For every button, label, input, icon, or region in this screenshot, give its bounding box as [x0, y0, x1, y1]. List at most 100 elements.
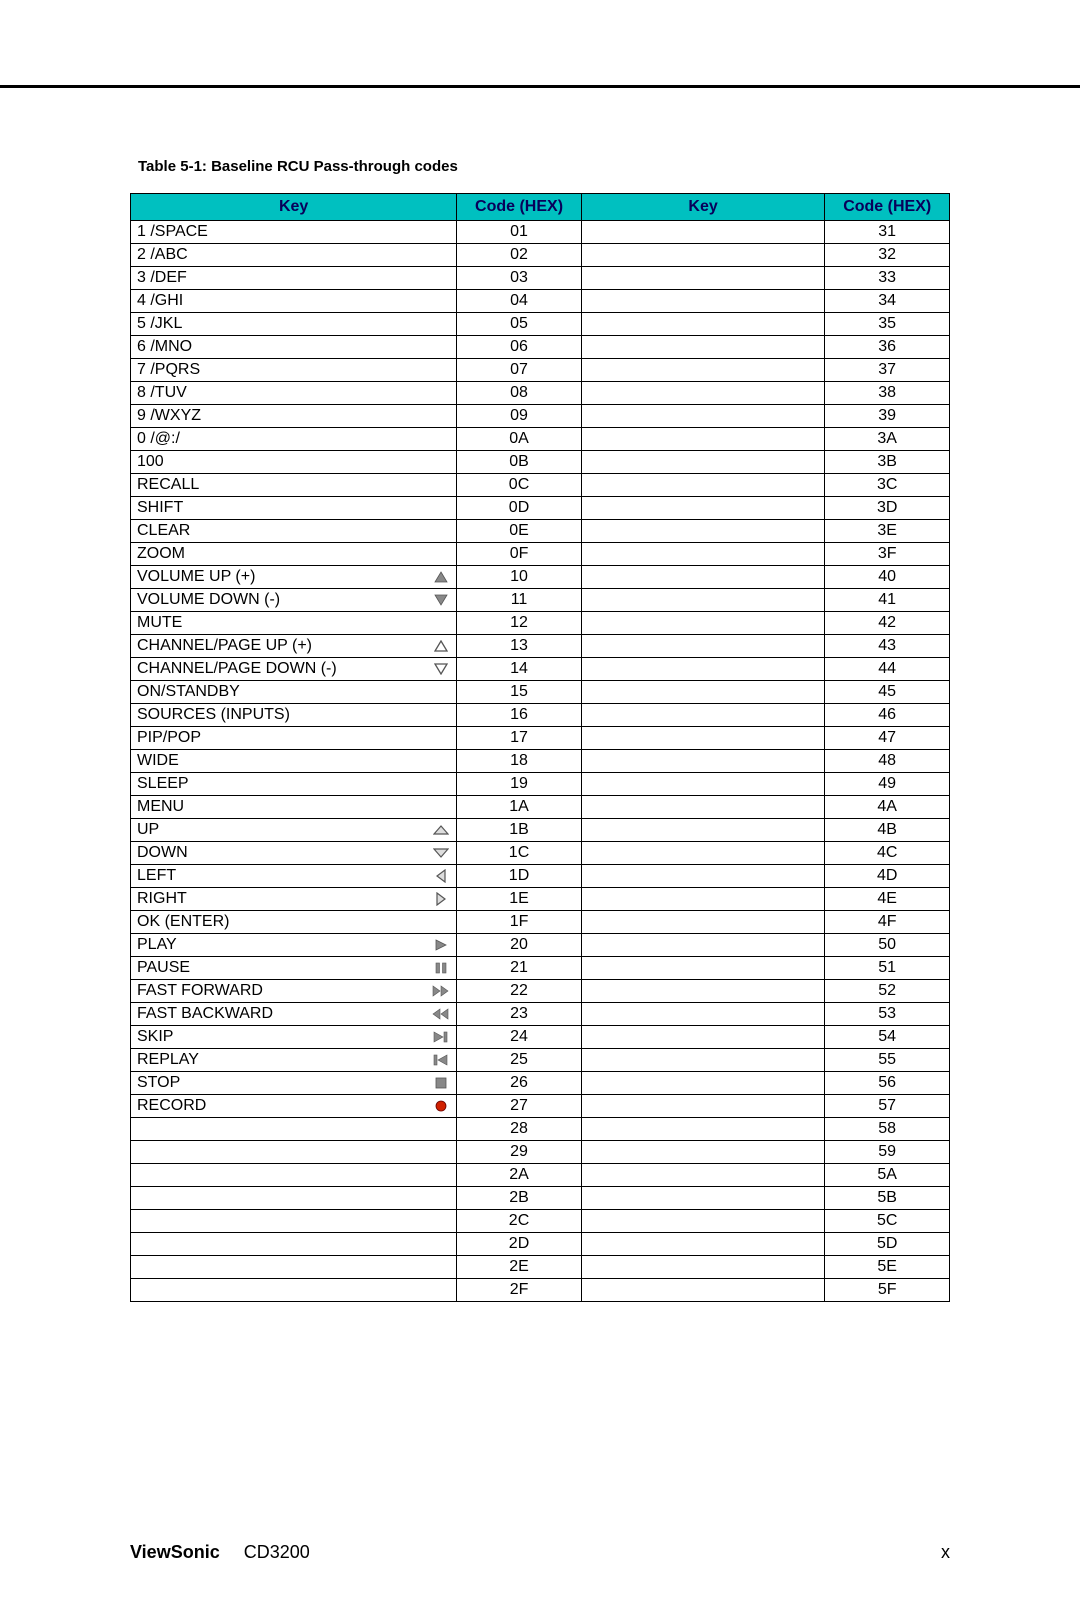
cell-key2	[581, 267, 825, 290]
skip-icon	[432, 1030, 450, 1044]
cell-key2	[581, 313, 825, 336]
key-label: CLEAR	[137, 522, 190, 539]
table-row: VOLUME DOWN (-)1141	[131, 589, 950, 612]
cell-key2	[581, 520, 825, 543]
table-row: PAUSE2151	[131, 957, 950, 980]
key-label: SOURCES (INPUTS)	[137, 706, 290, 723]
cell-code2: 5B	[825, 1187, 950, 1210]
cell-code: 2D	[457, 1233, 582, 1256]
cell-code2: 48	[825, 750, 950, 773]
cell-key: 4 /GHI	[131, 290, 457, 313]
table-header-row: Key Code (HEX) Key Code (HEX)	[131, 194, 950, 221]
key-label: 6 /MNO	[137, 338, 192, 355]
table-row: 8 /TUV0838	[131, 382, 950, 405]
cell-key2	[581, 1233, 825, 1256]
cell-key	[131, 1164, 457, 1187]
cell-key2	[581, 704, 825, 727]
cell-key2	[581, 497, 825, 520]
up-icon	[432, 823, 450, 837]
cell-code2: 4F	[825, 911, 950, 934]
cell-code2: 59	[825, 1141, 950, 1164]
key-label: FAST FORWARD	[137, 982, 263, 999]
cell-code2: 37	[825, 359, 950, 382]
cell-code: 07	[457, 359, 582, 382]
cell-code2: 31	[825, 221, 950, 244]
header-code: Code (HEX)	[457, 194, 582, 221]
cell-code2: 43	[825, 635, 950, 658]
cell-code2: 3A	[825, 428, 950, 451]
cell-code: 02	[457, 244, 582, 267]
cell-code: 1F	[457, 911, 582, 934]
table-row: ON/STANDBY1545	[131, 681, 950, 704]
cell-key2	[581, 750, 825, 773]
cell-code2: 3B	[825, 451, 950, 474]
cell-code: 22	[457, 980, 582, 1003]
cell-key: CHANNEL/PAGE UP (+)	[131, 635, 457, 658]
key-label: RECALL	[137, 476, 199, 493]
cell-key2	[581, 934, 825, 957]
cell-key: MENU	[131, 796, 457, 819]
cell-key2	[581, 221, 825, 244]
cell-code: 21	[457, 957, 582, 980]
key-label: FAST BACKWARD	[137, 1005, 273, 1022]
cell-code: 2A	[457, 1164, 582, 1187]
key-label: 2 /ABC	[137, 246, 188, 263]
cell-key2	[581, 819, 825, 842]
cell-code2: 4D	[825, 865, 950, 888]
cell-key: 1 /SPACE	[131, 221, 457, 244]
cell-code2: 5E	[825, 1256, 950, 1279]
cell-code: 0C	[457, 474, 582, 497]
cell-code: 1D	[457, 865, 582, 888]
down-icon	[432, 846, 450, 860]
cell-code: 09	[457, 405, 582, 428]
table-row: 2A5A	[131, 1164, 950, 1187]
key-label: VOLUME UP (+)	[137, 568, 255, 585]
key-label: SHIFT	[137, 499, 183, 516]
cell-key: 3 /DEF	[131, 267, 457, 290]
cell-key: DOWN	[131, 842, 457, 865]
cell-key2	[581, 980, 825, 1003]
cell-key2	[581, 842, 825, 865]
table-caption: Table 5-1: Baseline RCU Pass-through cod…	[138, 158, 950, 175]
table-row: ZOOM0F3F	[131, 543, 950, 566]
table-row: FAST FORWARD2252	[131, 980, 950, 1003]
table-row: 1000B3B	[131, 451, 950, 474]
cell-code: 24	[457, 1026, 582, 1049]
header-key: Key	[131, 194, 457, 221]
cell-key2	[581, 1118, 825, 1141]
cell-key: ON/STANDBY	[131, 681, 457, 704]
key-label: RIGHT	[137, 890, 187, 907]
cell-key: OK (ENTER)	[131, 911, 457, 934]
cell-key: CHANNEL/PAGE DOWN (-)	[131, 658, 457, 681]
cell-code: 25	[457, 1049, 582, 1072]
cell-key: PLAY	[131, 934, 457, 957]
cell-key: MUTE	[131, 612, 457, 635]
table-row: 7 /PQRS0737	[131, 359, 950, 382]
cell-code: 06	[457, 336, 582, 359]
cell-key: ZOOM	[131, 543, 457, 566]
cell-code2: 4E	[825, 888, 950, 911]
page-footer: ViewSonic CD3200 x	[130, 1542, 950, 1563]
key-label: CHANNEL/PAGE UP (+)	[137, 637, 312, 654]
cell-key2	[581, 773, 825, 796]
table-row: 2F5F	[131, 1279, 950, 1302]
table-row: 6 /MNO0636	[131, 336, 950, 359]
table-row: PIP/POP1747	[131, 727, 950, 750]
cell-key: PAUSE	[131, 957, 457, 980]
cell-code: 0A	[457, 428, 582, 451]
cell-key: STOP	[131, 1072, 457, 1095]
cell-code: 10	[457, 566, 582, 589]
key-label: 1 /SPACE	[137, 223, 208, 240]
cell-key2	[581, 1095, 825, 1118]
key-label: SLEEP	[137, 775, 189, 792]
cell-code2: 57	[825, 1095, 950, 1118]
cell-key2	[581, 1279, 825, 1302]
table-row: 2 /ABC 02 32	[131, 244, 950, 267]
key-label: 3 /DEF	[137, 269, 187, 286]
cell-key: 8 /TUV	[131, 382, 457, 405]
cell-key	[131, 1279, 457, 1302]
cell-key: RIGHT	[131, 888, 457, 911]
cell-code2: 4B	[825, 819, 950, 842]
cell-code2: 32	[825, 244, 950, 267]
cell-code: 11	[457, 589, 582, 612]
